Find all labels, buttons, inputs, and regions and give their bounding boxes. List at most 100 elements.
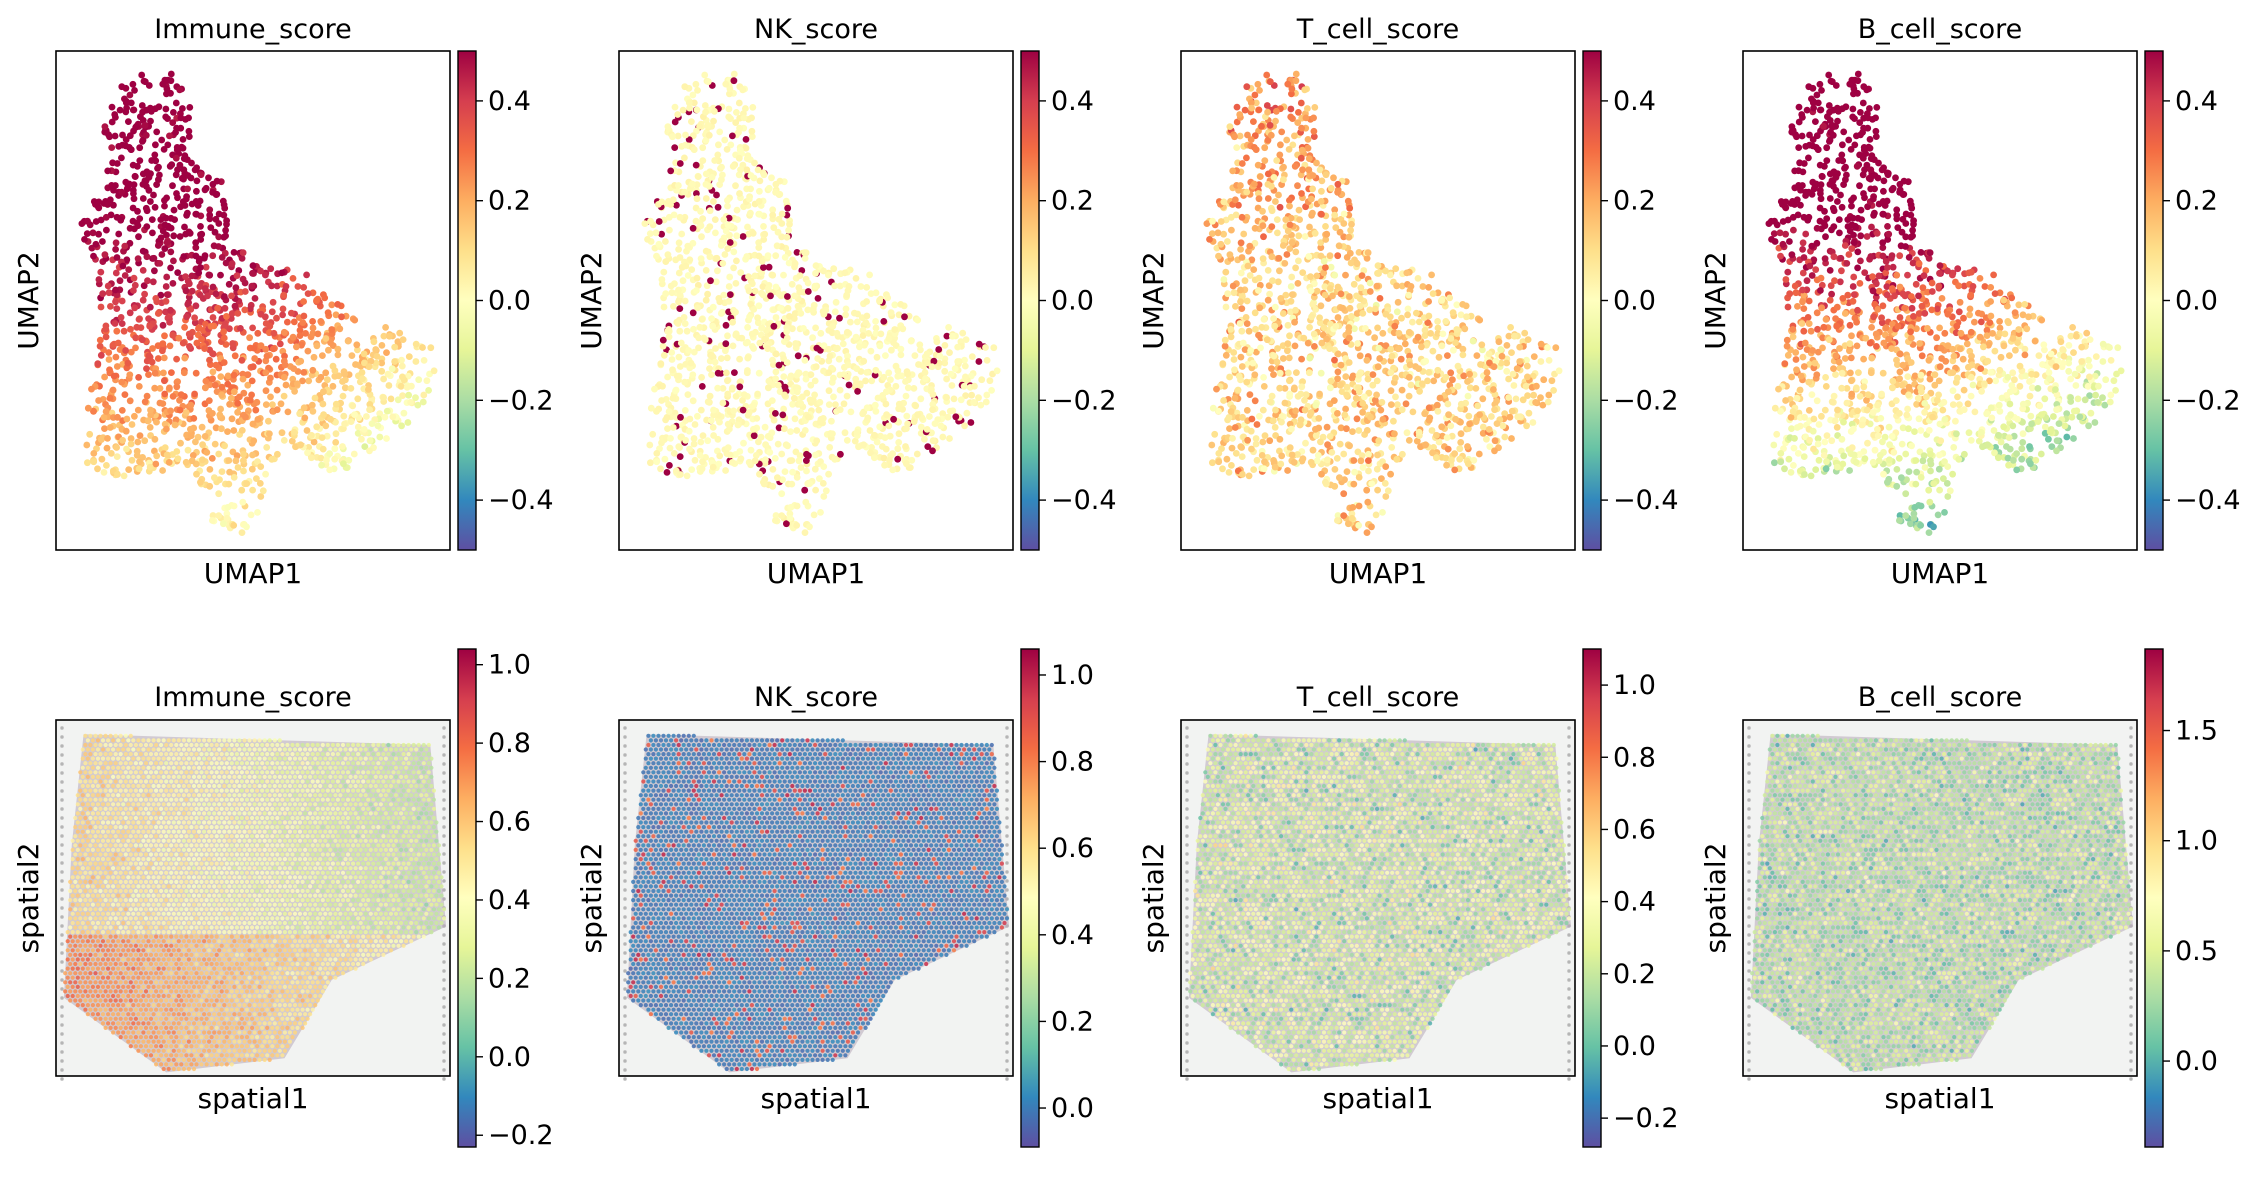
data-point	[103, 444, 111, 452]
data-point	[1238, 444, 1245, 451]
data-point	[309, 318, 316, 325]
data-point	[957, 396, 965, 404]
data-point	[177, 391, 185, 399]
data-point	[1438, 296, 1446, 304]
data-point	[328, 326, 336, 333]
data-point	[722, 467, 729, 474]
data-point	[166, 162, 174, 170]
data-point	[1444, 445, 1452, 453]
data-point	[310, 353, 318, 361]
data-point	[794, 352, 802, 360]
data-point	[705, 131, 713, 139]
data-point	[1286, 202, 1293, 210]
data-point	[1211, 430, 1219, 438]
data-point	[174, 269, 182, 276]
data-point	[214, 304, 222, 312]
data-point	[1826, 195, 1834, 202]
data-point	[360, 350, 368, 358]
data-point	[141, 121, 149, 129]
data-point	[1213, 385, 1220, 393]
data-point	[201, 345, 209, 352]
data-point	[221, 204, 229, 212]
data-point	[1332, 322, 1340, 330]
data-point	[723, 354, 731, 362]
data-point	[1896, 368, 1904, 376]
data-point	[1996, 366, 2004, 374]
data-point	[1790, 444, 1798, 452]
data-point	[350, 450, 358, 458]
data-point	[1770, 230, 1778, 238]
data-point	[1286, 221, 1294, 229]
data-point	[816, 398, 824, 406]
data-point	[1268, 223, 1276, 231]
data-point	[146, 322, 154, 330]
data-point	[326, 466, 334, 474]
data-point	[883, 388, 890, 396]
data-point	[785, 226, 792, 234]
data-point	[1311, 104, 1319, 111]
data-point	[812, 363, 820, 371]
data-point	[108, 144, 116, 152]
data-point	[709, 424, 717, 431]
data-point	[146, 463, 154, 471]
data-point	[297, 441, 304, 449]
data-point	[223, 514, 231, 522]
data-point	[730, 70, 738, 78]
data-point	[151, 384, 159, 392]
data-point	[1387, 470, 1394, 478]
data-point	[139, 108, 147, 116]
data-point	[1308, 313, 1315, 321]
data-point	[169, 393, 177, 400]
data-point	[1347, 259, 1355, 267]
data-point	[2019, 439, 2027, 446]
data-point	[1224, 290, 1232, 298]
data-point	[1469, 337, 1477, 345]
data-point	[284, 318, 291, 326]
data-point	[745, 195, 753, 203]
data-point	[885, 335, 893, 342]
data-point	[293, 343, 300, 351]
data-point	[173, 383, 181, 391]
data-point	[383, 435, 390, 442]
data-point	[730, 77, 738, 85]
data-point	[1353, 415, 1361, 423]
data-point	[1847, 369, 1854, 377]
data-point	[300, 312, 308, 320]
data-point	[276, 340, 284, 348]
data-point	[793, 522, 801, 529]
data-point	[1834, 198, 1841, 205]
data-point	[931, 420, 939, 427]
data-point	[110, 372, 118, 380]
data-point	[1807, 327, 1815, 335]
data-point	[872, 407, 880, 415]
data-point	[1430, 377, 1438, 385]
data-point	[1365, 457, 1372, 464]
data-point	[130, 274, 138, 282]
data-point	[1329, 292, 1336, 300]
data-point	[860, 441, 867, 449]
data-point	[1228, 462, 1235, 469]
data-point	[383, 407, 391, 415]
data-point	[778, 220, 786, 227]
data-point	[408, 382, 415, 390]
data-point	[1363, 427, 1371, 434]
data-point	[1371, 334, 1378, 342]
data-point	[689, 397, 697, 405]
data-point	[729, 342, 737, 350]
data-point	[341, 370, 348, 378]
data-point	[1230, 356, 1238, 363]
data-point	[415, 376, 423, 384]
data-point	[209, 283, 217, 291]
data-point	[1294, 119, 1302, 126]
data-point	[1340, 512, 1348, 519]
data-point	[262, 369, 270, 376]
data-point	[868, 377, 876, 385]
data-point	[852, 333, 860, 341]
data-point	[1812, 118, 1819, 125]
data-point	[1425, 298, 1432, 305]
data-point	[873, 438, 881, 446]
data-point	[762, 456, 769, 464]
data-point	[319, 445, 327, 453]
data-point	[1266, 437, 1274, 445]
data-point	[238, 427, 246, 434]
